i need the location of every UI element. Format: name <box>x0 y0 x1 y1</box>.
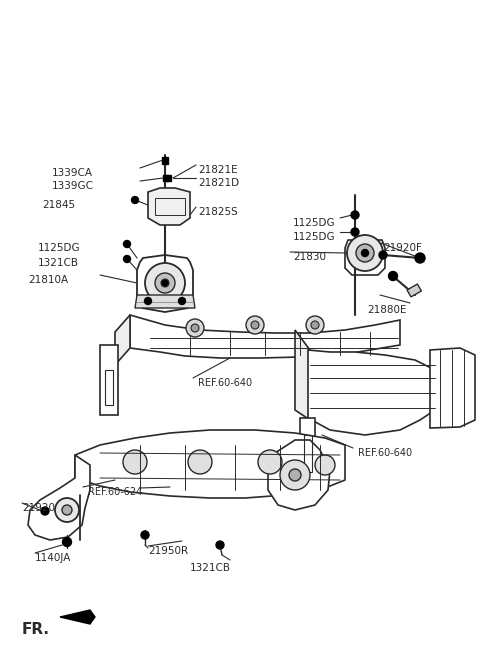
Circle shape <box>388 272 397 280</box>
Text: 1140JA: 1140JA <box>35 553 72 563</box>
Polygon shape <box>137 255 193 312</box>
Circle shape <box>351 228 359 236</box>
Text: REF.60-640: REF.60-640 <box>358 448 412 458</box>
Text: 21920: 21920 <box>22 503 55 513</box>
Circle shape <box>361 250 369 257</box>
Text: 1321CB: 1321CB <box>190 563 231 573</box>
Polygon shape <box>295 330 310 420</box>
Polygon shape <box>268 440 330 510</box>
Bar <box>166 175 170 181</box>
Circle shape <box>62 505 72 515</box>
Circle shape <box>123 255 131 263</box>
Circle shape <box>145 263 185 303</box>
Polygon shape <box>100 345 118 415</box>
Bar <box>163 175 168 181</box>
Text: 1125DG: 1125DG <box>293 218 336 228</box>
Circle shape <box>246 316 264 334</box>
Bar <box>407 284 421 297</box>
Circle shape <box>351 211 359 219</box>
Circle shape <box>161 279 169 287</box>
Circle shape <box>258 450 282 474</box>
Polygon shape <box>115 315 130 365</box>
Circle shape <box>123 450 147 474</box>
Circle shape <box>179 297 185 305</box>
Circle shape <box>289 469 301 481</box>
Circle shape <box>347 235 383 271</box>
Text: 21825S: 21825S <box>198 207 238 217</box>
Text: 21830: 21830 <box>293 252 326 262</box>
Polygon shape <box>148 188 190 225</box>
Circle shape <box>155 273 175 293</box>
Text: REF.60-640: REF.60-640 <box>198 378 252 388</box>
Text: FR.: FR. <box>22 622 50 637</box>
Circle shape <box>415 253 425 263</box>
Circle shape <box>315 455 335 475</box>
Circle shape <box>251 321 259 329</box>
Polygon shape <box>28 455 90 540</box>
Circle shape <box>311 321 319 329</box>
Text: 21821D: 21821D <box>198 178 239 188</box>
Polygon shape <box>130 315 400 358</box>
Circle shape <box>41 507 49 515</box>
Text: 21845: 21845 <box>42 200 75 210</box>
Text: 1339CA: 1339CA <box>52 168 93 178</box>
Circle shape <box>306 316 324 334</box>
Text: 21880E: 21880E <box>367 305 407 315</box>
Circle shape <box>356 244 374 262</box>
Circle shape <box>141 531 149 539</box>
Text: 21950R: 21950R <box>148 546 188 556</box>
Circle shape <box>280 460 310 490</box>
Polygon shape <box>345 240 385 275</box>
Text: 1321CB: 1321CB <box>38 258 79 268</box>
Text: 21920F: 21920F <box>383 243 422 253</box>
Circle shape <box>186 319 204 337</box>
Circle shape <box>123 240 131 248</box>
Bar <box>162 157 168 164</box>
Circle shape <box>379 251 387 259</box>
Text: REF.60-624: REF.60-624 <box>88 487 142 497</box>
Circle shape <box>188 450 212 474</box>
Text: 21810A: 21810A <box>28 275 68 285</box>
Circle shape <box>55 498 79 522</box>
Text: 1125DG: 1125DG <box>293 232 336 242</box>
Polygon shape <box>75 430 345 498</box>
Polygon shape <box>430 348 475 428</box>
Text: 1339GC: 1339GC <box>52 181 94 191</box>
Polygon shape <box>135 295 195 308</box>
Polygon shape <box>60 610 95 624</box>
Polygon shape <box>308 350 435 435</box>
Circle shape <box>62 538 72 546</box>
Text: 21821E: 21821E <box>198 165 238 175</box>
Circle shape <box>144 297 152 305</box>
Polygon shape <box>300 418 315 480</box>
Text: 1125DG: 1125DG <box>38 243 81 253</box>
Circle shape <box>191 324 199 332</box>
Circle shape <box>216 541 224 549</box>
Circle shape <box>132 196 139 204</box>
